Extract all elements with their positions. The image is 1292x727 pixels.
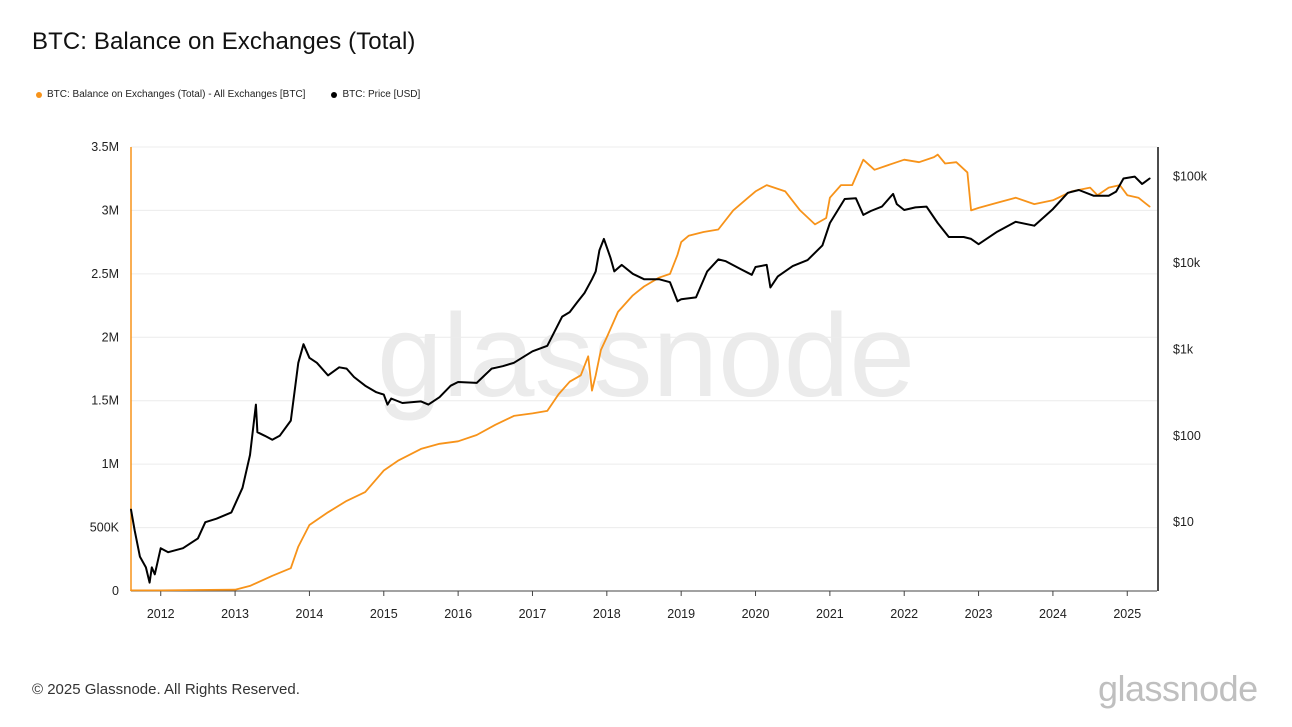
legend-label-balance: BTC: Balance on Exchanges (Total) - All … [47,89,306,100]
y-right-tick-label: $100k [1173,170,1208,184]
y-right-tick-label: $100 [1173,429,1201,443]
y-left-tick-label: 3.5M [91,140,119,154]
x-tick-label: 2012 [147,607,175,621]
watermark-text: glassnode [377,290,915,422]
x-tick-label: 2020 [742,607,770,621]
y-left-tick-label: 500K [90,521,120,535]
x-tick-label: 2022 [890,607,918,621]
legend-label-price: BTC: Price [USD] [342,89,421,100]
x-tick-label: 2019 [667,607,695,621]
y-left-tick-label: 2.5M [91,267,119,281]
y-right-tick-label: $10 [1173,515,1194,529]
x-tick-label: 2025 [1113,607,1141,621]
y-left-tick-label: 1M [102,457,119,471]
y-left-tick-label: 2M [102,330,119,344]
x-tick-label: 2014 [296,607,324,621]
x-tick-label: 2017 [519,607,547,621]
x-tick-label: 2021 [816,607,844,621]
y-right-tick-label: $1k [1173,342,1194,356]
legend-dot-price [331,91,338,98]
x-tick-label: 2013 [221,607,249,621]
series-line-balance[interactable] [130,153,1151,592]
x-tick-label: 2016 [444,607,472,621]
chart-legend: BTC: Balance on Exchanges (Total) - All … [36,89,446,100]
x-tick-label: 2023 [965,607,993,621]
y-left-tick-label: 1.5M [91,394,119,408]
legend-item-balance[interactable]: BTC: Balance on Exchanges (Total) - All … [36,89,305,100]
copyright-footer: © 2025 Glassnode. All Rights Reserved. [32,681,300,698]
x-tick-label: 2018 [593,607,621,621]
brand-logo: glassnode [1098,668,1258,709]
y-right-tick-label: $10k [1173,256,1201,270]
legend-item-price[interactable]: BTC: Price [USD] [331,89,420,100]
legend-dot-balance [36,91,42,98]
y-left-tick-label: 3M [102,203,119,217]
x-tick-label: 2015 [370,607,398,621]
x-tick-label: 2024 [1039,607,1067,621]
series-line-price[interactable] [130,175,1151,584]
chart-title: BTC: Balance on Exchanges (Total) [32,28,416,55]
y-left-tick-label: 0 [112,584,119,598]
